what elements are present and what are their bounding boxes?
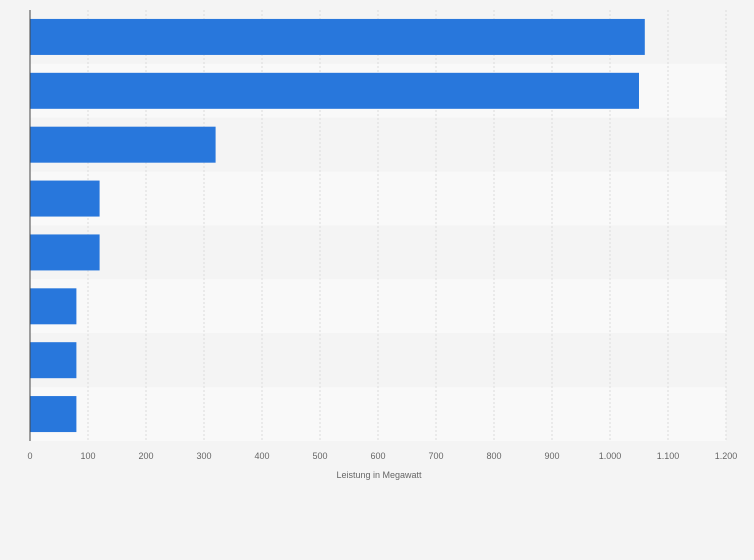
- x-tick-label: 200: [138, 451, 153, 461]
- bar: [30, 72, 639, 109]
- x-tick-label: 1.100: [657, 451, 680, 461]
- bar: [30, 180, 100, 217]
- bar: [30, 396, 77, 433]
- x-tick-label: 800: [486, 451, 501, 461]
- x-tick-label: 500: [312, 451, 327, 461]
- bar: [30, 126, 216, 163]
- x-tick-label: 0: [27, 451, 32, 461]
- x-tick-label: 700: [428, 451, 443, 461]
- bar: [30, 18, 645, 55]
- x-tick-label: 300: [196, 451, 211, 461]
- x-tick-label: 400: [254, 451, 269, 461]
- bar: [30, 234, 100, 271]
- x-tick-label: 1.200: [715, 451, 738, 461]
- bar: [30, 288, 77, 325]
- bar: [30, 342, 77, 379]
- bars: [30, 18, 645, 433]
- x-tick-label: 1.000: [599, 451, 622, 461]
- x-tick-label: 600: [370, 451, 385, 461]
- x-axis-title: Leistung in Megawatt: [336, 470, 422, 480]
- x-tick-label: 100: [80, 451, 95, 461]
- x-tick-label: 900: [544, 451, 559, 461]
- x-axis-tick-labels: 0 100 200 300 400 500 600 700 800 900 1.000 1.100 1.…: [27, 451, 737, 461]
